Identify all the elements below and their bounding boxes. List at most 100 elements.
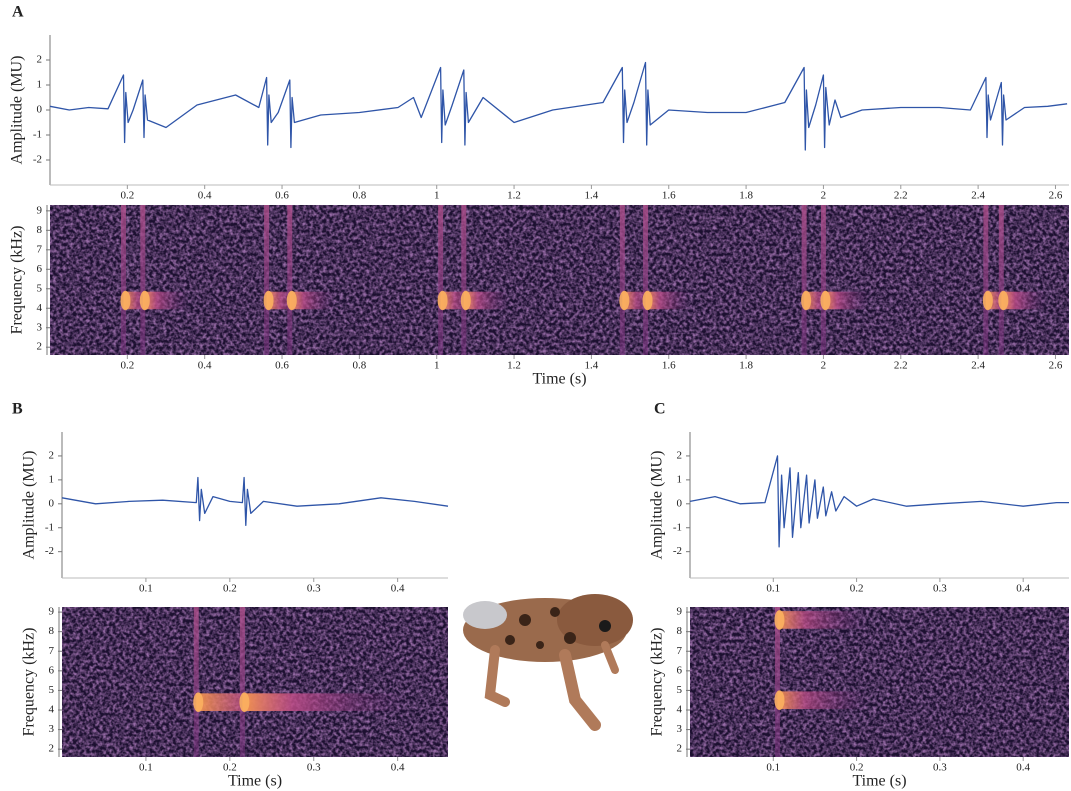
panel-label: C [654, 401, 666, 418]
band-peak [239, 692, 250, 712]
band-tail [142, 291, 190, 310]
y-tick-label: 2 [677, 743, 683, 755]
x-tick-label: 0.3 [307, 583, 321, 595]
x-axis-title: Time (s) [852, 773, 906, 790]
y-tick-label: -2 [33, 154, 42, 166]
y-tick-label: 4 [49, 704, 55, 716]
x-tick-label: 0.3 [933, 583, 947, 595]
x-tick-label: 0.2 [223, 583, 237, 595]
pulse [120, 205, 126, 355]
y-tick-label: 8 [37, 224, 43, 236]
x-axis-title: Time (s) [228, 773, 282, 790]
y-tick-label: 3 [37, 321, 43, 333]
panel-label: A [12, 4, 24, 21]
y-tick-label: 8 [49, 625, 55, 637]
y-tick-label: 0 [37, 104, 43, 116]
band-peak [120, 290, 131, 311]
y-axis-title: Amplitude (MU) [649, 451, 666, 560]
x-tick-label: 0.1 [139, 762, 153, 774]
x-tick-label: 0.2 [850, 583, 864, 595]
pulse [239, 607, 245, 757]
waveform [61, 476, 449, 526]
x-tick-label: 1.2 [507, 360, 521, 372]
y-tick-label: 1 [677, 473, 683, 485]
y-tick-label: -2 [45, 545, 54, 557]
spectrogram-noise [62, 607, 448, 757]
x-tick-label: 0.4 [1016, 762, 1030, 774]
spectrogram-noise [50, 205, 1069, 355]
x-tick-label: 1.8 [739, 190, 753, 202]
waveform [689, 455, 1069, 548]
y-tick-label: 7 [37, 243, 43, 255]
x-tick-label: 2 [821, 190, 827, 202]
y-axis-title: Frequency (kHz) [21, 628, 38, 737]
pulse [774, 607, 780, 757]
band-tail [463, 291, 511, 310]
y-axis-title: Amplitude (MU) [9, 56, 26, 165]
x-tick-label: 2.6 [1049, 190, 1063, 202]
band-peak [437, 290, 448, 311]
waveform [49, 61, 1068, 151]
x-tick-label: 2.6 [1049, 360, 1063, 372]
x-tick-label: 2.2 [894, 360, 908, 372]
x-tick-label: 1 [434, 190, 440, 202]
x-tick-label: 1.6 [662, 360, 676, 372]
y-tick-label: 6 [49, 664, 55, 676]
band-peak [263, 290, 274, 311]
band-tail [242, 693, 411, 711]
band-tail [777, 611, 870, 629]
y-tick-label: 9 [49, 606, 55, 618]
x-tick-label: 1.8 [739, 360, 753, 372]
y-tick-label: 2 [37, 341, 43, 353]
x-tick-label: 0.4 [198, 190, 212, 202]
band-peak [998, 290, 1009, 311]
x-tick-label: 2.4 [971, 190, 985, 202]
band-peak [774, 610, 785, 630]
y-tick-label: 7 [49, 645, 55, 657]
y-tick-label: 2 [49, 743, 55, 755]
x-tick-label: 0.2 [850, 762, 864, 774]
band-peak [642, 290, 653, 311]
y-tick-label: -1 [33, 129, 42, 141]
pulse [998, 205, 1004, 355]
x-tick-label: 0.3 [933, 762, 947, 774]
y-axis-title: Frequency (kHz) [9, 226, 26, 335]
y-tick-label: 9 [37, 204, 43, 216]
frog-photo [463, 594, 633, 731]
x-tick-label: 1 [434, 360, 440, 372]
pulse [643, 205, 649, 355]
y-tick-label: 2 [677, 449, 683, 461]
band-tail [823, 291, 870, 310]
x-tick-label: 1.4 [585, 360, 599, 372]
x-tick-label: 0.4 [1016, 583, 1030, 595]
x-tick-label: 2.4 [971, 360, 985, 372]
pulse [140, 205, 146, 355]
pulse [438, 205, 444, 355]
x-tick-label: 0.8 [352, 360, 366, 372]
pulse [619, 205, 625, 355]
x-tick-label: 0.4 [391, 583, 405, 595]
x-tick-label: 0.1 [766, 762, 780, 774]
x-tick-label: 0.6 [275, 360, 289, 372]
y-tick-label: 2 [49, 449, 55, 461]
pulse [193, 607, 199, 757]
x-tick-label: 1.6 [662, 190, 676, 202]
y-tick-label: 0 [677, 497, 683, 509]
spectrogram-noise [690, 607, 1069, 757]
x-tick-label: 0.8 [352, 190, 366, 202]
y-tick-label: 1 [37, 79, 43, 91]
x-tick-label: 0.4 [391, 762, 405, 774]
y-tick-label: 9 [677, 606, 683, 618]
y-tick-label: 5 [677, 684, 683, 696]
band-peak [619, 290, 630, 311]
x-axis-title: Time (s) [532, 371, 586, 388]
band-peak [286, 290, 297, 311]
y-tick-label: 2 [37, 54, 43, 66]
pulse [264, 205, 270, 355]
y-tick-label: 1 [49, 473, 55, 485]
y-tick-label: 7 [677, 645, 683, 657]
y-tick-label: -1 [45, 521, 54, 533]
pulse [461, 205, 467, 355]
